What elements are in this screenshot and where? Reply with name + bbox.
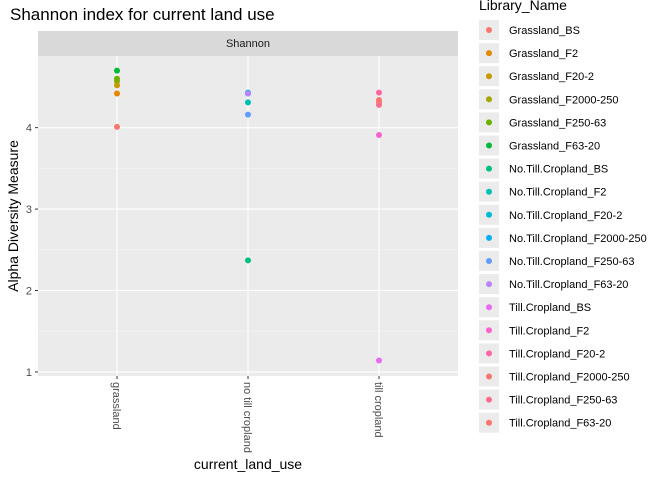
data-point	[376, 101, 382, 108]
legend-entry-label: Till.Cropland_BS	[509, 302, 591, 314]
legend-entry-label: No.Till.Cropland_F2000-250	[509, 233, 647, 245]
legend-swatch	[486, 373, 492, 380]
data-point	[376, 89, 382, 96]
data-point	[376, 131, 382, 138]
legend-entry-label: No.Till.Cropland_BS	[509, 164, 608, 176]
legend-swatch	[486, 165, 492, 172]
legend-swatch	[486, 27, 492, 33]
legend-swatch	[486, 96, 492, 103]
data-point	[114, 123, 120, 130]
legend-entry-label: Grassland_F2000-250	[509, 94, 618, 106]
legend-entry-label: No.Till.Cropland_F20-2	[509, 210, 622, 222]
facet-label: Shannon	[226, 38, 270, 50]
legend-entry-label: No.Till.Cropland_F250-63	[509, 256, 635, 268]
legend-entry-label: Till.Cropland_F2000-250	[509, 372, 630, 384]
legend-entry-label: Grassland_F250-63	[509, 117, 606, 129]
legend-swatch	[486, 188, 492, 195]
legend-entry-label: Grassland_F2	[509, 48, 578, 60]
legend-swatch	[486, 50, 492, 57]
data-point	[114, 90, 120, 97]
legend-entry-label: Till.Cropland_F63-20	[509, 418, 611, 430]
chart-title: Shannon index for current land use	[10, 5, 275, 24]
legend-entry-label: No.Till.Cropland_F63-20	[509, 279, 628, 291]
data-point	[245, 90, 251, 97]
y-tick-label: 3	[26, 204, 32, 216]
legend-swatch	[486, 350, 492, 357]
legend-entry-label: Grassland_F63-20	[509, 141, 600, 153]
x-axis-title: current_land_use	[194, 456, 302, 472]
legend-entry-label: Till.Cropland_F20-2	[509, 348, 605, 360]
x-tick-label: no till cropland	[241, 382, 253, 453]
legend-swatch	[486, 211, 492, 218]
legend-swatch	[486, 234, 492, 241]
legend-entry-label: Grassland_BS	[509, 25, 580, 37]
legend-swatch	[486, 281, 492, 288]
y-tick-label: 2	[26, 286, 32, 298]
legend-swatch	[486, 119, 492, 126]
data-point	[114, 67, 120, 74]
x-tick-label: grassland	[110, 382, 122, 430]
data-point	[376, 357, 382, 364]
data-point	[245, 111, 251, 118]
legend-swatch	[486, 304, 492, 311]
legend-swatch	[486, 327, 492, 334]
legend-swatch	[486, 396, 492, 403]
data-points	[114, 67, 382, 364]
y-tick-label: 1	[26, 367, 32, 379]
legend-entry-label: Grassland_F20-2	[509, 71, 594, 83]
grid-lines	[38, 56, 458, 376]
y-tick-label: 4	[26, 123, 32, 135]
legend-swatch	[486, 419, 492, 426]
x-axis: grassland no till cropland till cropland	[110, 376, 384, 453]
data-point	[245, 257, 251, 264]
legend-swatch	[486, 142, 492, 149]
legend-swatch	[486, 73, 492, 80]
data-point	[245, 99, 251, 106]
data-point	[376, 96, 382, 103]
y-axis: 1 2 3 4	[26, 123, 38, 379]
legend-entry-label: Till.Cropland_F250-63	[509, 395, 617, 407]
facet-strip	[38, 31, 458, 56]
legend: Library_Name Grassland_BS Grassland_F2 Gra…	[479, 0, 647, 433]
legend-entry-label: No.Till.Cropland_F2	[509, 187, 606, 199]
legend-title: Library_Name	[479, 0, 567, 13]
legend-entry-label: Till.Cropland_F2	[509, 325, 589, 337]
y-axis-title: Alpha Diversity Measure	[5, 140, 21, 292]
x-tick-label: till cropland	[372, 382, 384, 438]
legend-swatch	[486, 258, 492, 264]
data-point	[114, 75, 120, 82]
